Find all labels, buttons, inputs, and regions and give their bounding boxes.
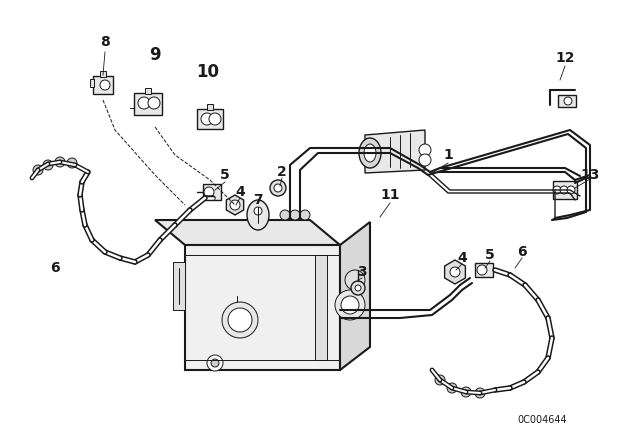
Polygon shape <box>340 222 370 370</box>
Circle shape <box>230 200 240 210</box>
Circle shape <box>419 154 431 166</box>
Bar <box>197 109 223 129</box>
Circle shape <box>567 186 575 194</box>
Text: 12: 12 <box>556 51 575 65</box>
Circle shape <box>228 308 252 332</box>
Circle shape <box>475 388 485 398</box>
Text: 5: 5 <box>220 168 230 182</box>
Ellipse shape <box>364 144 376 162</box>
Bar <box>203 184 221 200</box>
Circle shape <box>67 158 77 168</box>
Circle shape <box>280 210 290 220</box>
Circle shape <box>254 207 262 215</box>
Circle shape <box>564 97 572 105</box>
Circle shape <box>270 180 286 196</box>
Bar <box>134 93 162 115</box>
Circle shape <box>355 285 361 291</box>
Circle shape <box>43 160 53 170</box>
Text: 7: 7 <box>253 193 263 207</box>
Polygon shape <box>185 245 340 370</box>
Circle shape <box>447 383 457 393</box>
Circle shape <box>274 184 282 192</box>
Text: 8: 8 <box>100 35 110 49</box>
Polygon shape <box>227 195 244 215</box>
Text: 6: 6 <box>50 261 60 275</box>
Circle shape <box>55 157 65 167</box>
Text: 4: 4 <box>457 251 467 265</box>
Circle shape <box>211 359 219 367</box>
Ellipse shape <box>247 200 269 230</box>
Text: 5: 5 <box>485 248 495 262</box>
Ellipse shape <box>359 138 381 168</box>
Circle shape <box>300 210 310 220</box>
Circle shape <box>290 210 300 220</box>
Text: 9: 9 <box>149 46 161 64</box>
Text: 3: 3 <box>357 265 367 279</box>
Bar <box>558 95 576 107</box>
Circle shape <box>201 113 213 125</box>
Circle shape <box>138 97 150 109</box>
Circle shape <box>148 97 160 109</box>
Text: 6: 6 <box>517 245 527 259</box>
Text: 4: 4 <box>235 185 245 199</box>
Polygon shape <box>365 130 425 173</box>
Bar <box>207 104 213 110</box>
Circle shape <box>450 267 460 277</box>
Circle shape <box>560 186 568 194</box>
Circle shape <box>419 144 431 156</box>
Text: 2: 2 <box>277 165 287 179</box>
Circle shape <box>477 265 487 275</box>
Circle shape <box>345 270 365 290</box>
Circle shape <box>461 387 471 397</box>
Circle shape <box>33 165 43 175</box>
Bar <box>93 76 113 94</box>
Text: 0C004644: 0C004644 <box>517 415 567 425</box>
Circle shape <box>435 375 445 385</box>
Circle shape <box>222 302 258 338</box>
Circle shape <box>100 80 110 90</box>
Text: 1: 1 <box>443 148 453 162</box>
Bar <box>475 263 493 277</box>
Bar <box>145 88 151 94</box>
Bar <box>315 255 327 360</box>
Circle shape <box>351 281 365 295</box>
Bar <box>90 79 94 87</box>
Circle shape <box>209 113 221 125</box>
Circle shape <box>335 290 365 320</box>
Polygon shape <box>173 262 185 310</box>
Text: 11: 11 <box>380 188 400 202</box>
Circle shape <box>207 355 223 371</box>
Text: 10: 10 <box>196 63 220 81</box>
Bar <box>553 181 577 199</box>
Circle shape <box>341 296 359 314</box>
Polygon shape <box>155 220 340 245</box>
Bar <box>100 71 106 77</box>
Circle shape <box>553 186 561 194</box>
Text: 13: 13 <box>580 168 600 182</box>
Polygon shape <box>445 260 465 284</box>
Circle shape <box>204 187 214 197</box>
